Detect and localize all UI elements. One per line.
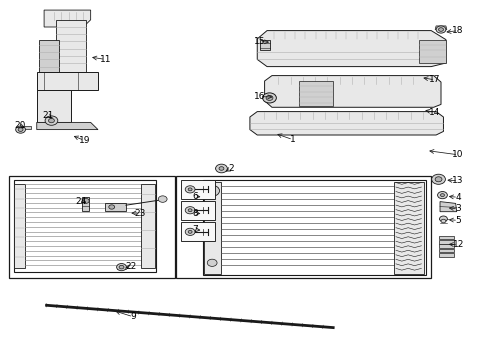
Text: 8: 8 bbox=[192, 208, 198, 217]
Bar bbox=[260, 40, 270, 50]
Bar bbox=[176, 176, 431, 278]
Text: 16: 16 bbox=[254, 92, 266, 101]
Bar bbox=[439, 236, 454, 239]
Circle shape bbox=[188, 230, 192, 233]
Bar bbox=[439, 253, 454, 257]
Circle shape bbox=[209, 189, 215, 193]
Polygon shape bbox=[257, 31, 446, 67]
Circle shape bbox=[432, 174, 445, 184]
Text: 22: 22 bbox=[126, 262, 137, 271]
Text: 3: 3 bbox=[455, 204, 461, 213]
Circle shape bbox=[207, 259, 217, 266]
Circle shape bbox=[185, 186, 195, 193]
Circle shape bbox=[205, 185, 220, 196]
Polygon shape bbox=[216, 166, 227, 171]
Text: 10: 10 bbox=[452, 150, 464, 159]
Bar bbox=[141, 184, 155, 268]
Bar bbox=[9, 176, 175, 278]
Bar bbox=[203, 180, 426, 275]
Bar bbox=[204, 182, 221, 274]
Text: 2: 2 bbox=[228, 164, 234, 173]
Text: 24: 24 bbox=[75, 197, 86, 206]
Bar bbox=[439, 244, 454, 248]
Bar bbox=[105, 203, 126, 211]
Circle shape bbox=[49, 118, 54, 123]
Text: 19: 19 bbox=[78, 136, 90, 145]
Bar bbox=[181, 222, 215, 241]
Bar bbox=[394, 182, 424, 274]
Circle shape bbox=[188, 188, 192, 191]
Text: 1: 1 bbox=[290, 135, 296, 144]
Polygon shape bbox=[56, 20, 86, 72]
Circle shape bbox=[219, 167, 224, 170]
Text: 15: 15 bbox=[254, 37, 266, 46]
Bar bbox=[14, 180, 156, 272]
Circle shape bbox=[263, 93, 276, 103]
Text: 4: 4 bbox=[455, 193, 461, 202]
Text: 23: 23 bbox=[134, 208, 146, 217]
Bar bbox=[19, 126, 31, 129]
Polygon shape bbox=[435, 26, 447, 30]
Polygon shape bbox=[39, 40, 59, 72]
Circle shape bbox=[440, 216, 447, 222]
Text: 11: 11 bbox=[99, 55, 111, 64]
Circle shape bbox=[216, 164, 227, 173]
Bar bbox=[82, 197, 89, 211]
Circle shape bbox=[117, 264, 126, 271]
Polygon shape bbox=[37, 122, 98, 130]
Bar bbox=[14, 184, 24, 268]
Text: 6: 6 bbox=[192, 192, 198, 201]
Circle shape bbox=[45, 116, 58, 125]
Polygon shape bbox=[419, 40, 446, 63]
Circle shape bbox=[185, 228, 195, 235]
Circle shape bbox=[441, 219, 446, 223]
Text: 21: 21 bbox=[42, 111, 54, 120]
Circle shape bbox=[441, 194, 444, 197]
Text: 7: 7 bbox=[192, 225, 198, 234]
Polygon shape bbox=[434, 176, 443, 183]
Circle shape bbox=[439, 28, 443, 31]
Text: 20: 20 bbox=[14, 121, 25, 130]
Bar bbox=[439, 240, 454, 244]
Polygon shape bbox=[44, 10, 91, 27]
Circle shape bbox=[188, 209, 192, 212]
Circle shape bbox=[266, 95, 273, 100]
Polygon shape bbox=[265, 76, 441, 107]
Bar bbox=[181, 201, 215, 220]
Polygon shape bbox=[250, 112, 443, 135]
Bar bbox=[181, 180, 215, 199]
Text: 18: 18 bbox=[452, 26, 464, 35]
Polygon shape bbox=[440, 202, 457, 212]
Polygon shape bbox=[299, 81, 333, 106]
Circle shape bbox=[436, 26, 446, 33]
Circle shape bbox=[109, 205, 115, 209]
Circle shape bbox=[16, 126, 25, 133]
Text: 5: 5 bbox=[455, 216, 461, 225]
Polygon shape bbox=[37, 90, 71, 122]
Circle shape bbox=[119, 265, 124, 269]
Text: 13: 13 bbox=[452, 176, 464, 185]
Text: 9: 9 bbox=[130, 312, 136, 321]
Bar bbox=[439, 249, 454, 252]
Text: 12: 12 bbox=[452, 240, 464, 249]
Circle shape bbox=[185, 207, 195, 214]
Circle shape bbox=[82, 198, 89, 203]
Circle shape bbox=[18, 128, 23, 131]
Polygon shape bbox=[37, 72, 98, 90]
Circle shape bbox=[438, 192, 447, 199]
Text: 17: 17 bbox=[429, 76, 441, 85]
Circle shape bbox=[158, 196, 167, 202]
Text: 14: 14 bbox=[429, 108, 441, 117]
Circle shape bbox=[435, 177, 442, 182]
